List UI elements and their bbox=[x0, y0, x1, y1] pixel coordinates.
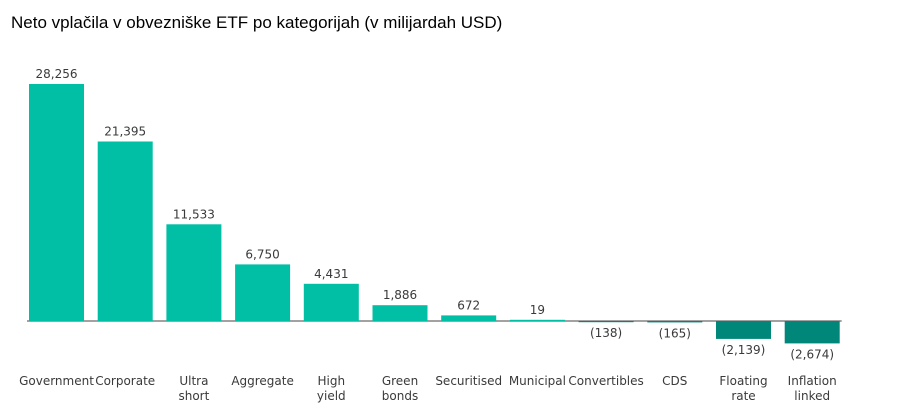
category-label: Municipal bbox=[509, 374, 566, 388]
chart-title: Neto vplačila v obvezniške ETF po katego… bbox=[11, 13, 503, 32]
value-label: 6,750 bbox=[245, 247, 279, 261]
category-label: Corporate bbox=[95, 374, 155, 388]
category-label: Securitised bbox=[435, 374, 502, 388]
category-label: Green bonds bbox=[382, 374, 418, 403]
bar-securitised bbox=[441, 315, 497, 321]
bar-corporate bbox=[97, 141, 153, 321]
category-label: Aggregate bbox=[231, 374, 294, 388]
value-label: 19 bbox=[530, 303, 545, 317]
value-label: (2,674) bbox=[790, 347, 834, 361]
category-label: Convertibles bbox=[568, 374, 643, 388]
bar-high-yield bbox=[303, 283, 359, 321]
value-label: 1,886 bbox=[383, 288, 417, 302]
category-label: Government bbox=[19, 374, 94, 388]
bar-aggregate bbox=[235, 264, 291, 321]
bar-government bbox=[29, 84, 84, 321]
category-label: Inflation linked bbox=[788, 374, 837, 403]
value-label: 672 bbox=[457, 298, 480, 312]
value-label: (138) bbox=[590, 326, 622, 340]
category-label: Floating rate bbox=[719, 374, 767, 403]
bar-municipal bbox=[509, 319, 565, 321]
bar-inflation-linked bbox=[784, 321, 840, 344]
value-label: (2,139) bbox=[722, 343, 766, 357]
value-label: 28,256 bbox=[36, 67, 78, 81]
value-label: 4,431 bbox=[314, 267, 348, 281]
category-label: Ultra short bbox=[178, 374, 209, 403]
category-label: High yield bbox=[317, 374, 346, 403]
category-label: CDS bbox=[662, 374, 687, 388]
value-label: 21,395 bbox=[104, 125, 146, 139]
bar-ultra-short bbox=[166, 224, 222, 321]
bar-floating-rate bbox=[716, 321, 771, 339]
bar-cds bbox=[647, 321, 703, 323]
bar-convertibles bbox=[578, 321, 634, 323]
bar-green-bonds bbox=[372, 305, 428, 321]
value-label: 11,533 bbox=[173, 207, 215, 221]
value-label: (165) bbox=[659, 326, 691, 340]
